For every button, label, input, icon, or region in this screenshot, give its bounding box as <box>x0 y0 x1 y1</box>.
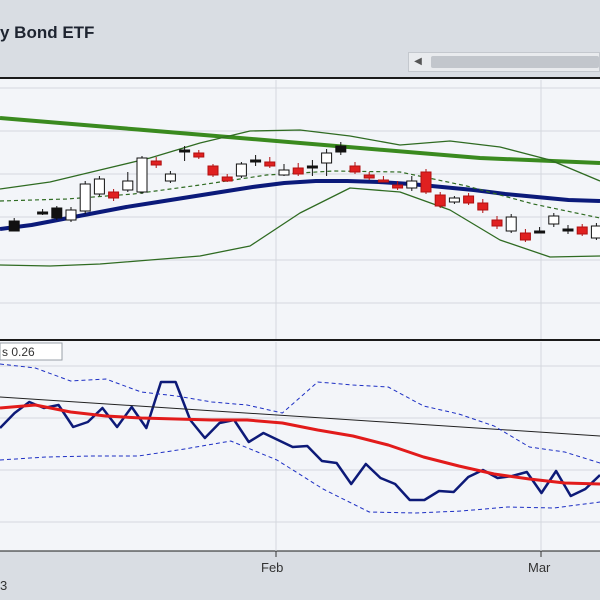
candle-body <box>193 152 205 158</box>
indicator-layer <box>0 363 600 514</box>
price-panel <box>0 78 600 340</box>
candle-body <box>463 195 475 204</box>
candle-body <box>306 165 318 169</box>
indicator-signal-line <box>0 403 600 486</box>
candle-body <box>79 183 91 212</box>
chart-title: y Bond ETF <box>0 23 95 42</box>
trend-line-green <box>0 116 600 165</box>
scroll-left-icon[interactable]: ◀ <box>414 56 422 67</box>
candle-body <box>93 178 105 195</box>
grid-lines <box>0 80 600 557</box>
candle-body <box>548 215 560 225</box>
candle-body <box>164 173 176 182</box>
candle-body <box>363 174 375 179</box>
candle-body <box>37 211 49 215</box>
candle-body <box>65 209 77 221</box>
upper-band-line <box>0 129 600 190</box>
candle-body <box>448 197 460 203</box>
candle-body <box>235 163 247 177</box>
candle-body <box>179 149 191 153</box>
x-tick-label-year: 3 <box>0 578 7 593</box>
x-axis-area <box>0 551 600 600</box>
candle-body <box>562 228 574 232</box>
indicator-label: s 0.26 <box>2 345 35 359</box>
horizontal-scrollbar[interactable]: ◀ <box>408 52 600 72</box>
candle-body <box>505 216 517 232</box>
candle-body <box>349 165 361 173</box>
candle-body <box>250 159 262 163</box>
candle-body <box>108 191 120 199</box>
candle-body <box>221 176 233 182</box>
chart-header: y Bond ETF ◀ <box>0 0 600 76</box>
candle-body <box>264 161 276 167</box>
candle-body <box>392 184 404 189</box>
indicator-label-box <box>0 342 63 361</box>
candle-body <box>292 167 304 175</box>
candle-body <box>519 232 531 241</box>
candle-body <box>51 207 63 219</box>
price-layer <box>0 116 600 267</box>
candle-body <box>278 169 290 176</box>
candle-body <box>207 165 219 176</box>
candle-body <box>321 152 333 164</box>
sma-line <box>0 179 600 231</box>
candle-body <box>477 202 489 211</box>
candle-body <box>434 194 446 207</box>
indicator-upper-band <box>0 363 600 464</box>
candle-body <box>122 180 134 191</box>
candle-body <box>377 179 389 183</box>
candle-body <box>136 157 148 193</box>
candle-body <box>491 219 503 227</box>
scroll-thumb[interactable] <box>431 56 599 68</box>
candle-body <box>576 226 588 235</box>
candle-body <box>335 145 347 153</box>
indicator-main-line <box>0 380 600 502</box>
indicator-lower-band <box>0 440 600 514</box>
lower-band-line <box>0 187 600 267</box>
candle-body <box>534 230 546 234</box>
candle-body <box>8 220 20 232</box>
x-tick-label-mar: Mar <box>528 560 551 575</box>
candle-body <box>590 225 600 239</box>
candle-body <box>150 160 162 166</box>
candle-body <box>420 171 432 193</box>
candle-body <box>406 180 418 189</box>
x-tick-label-feb: Feb <box>261 560 283 575</box>
